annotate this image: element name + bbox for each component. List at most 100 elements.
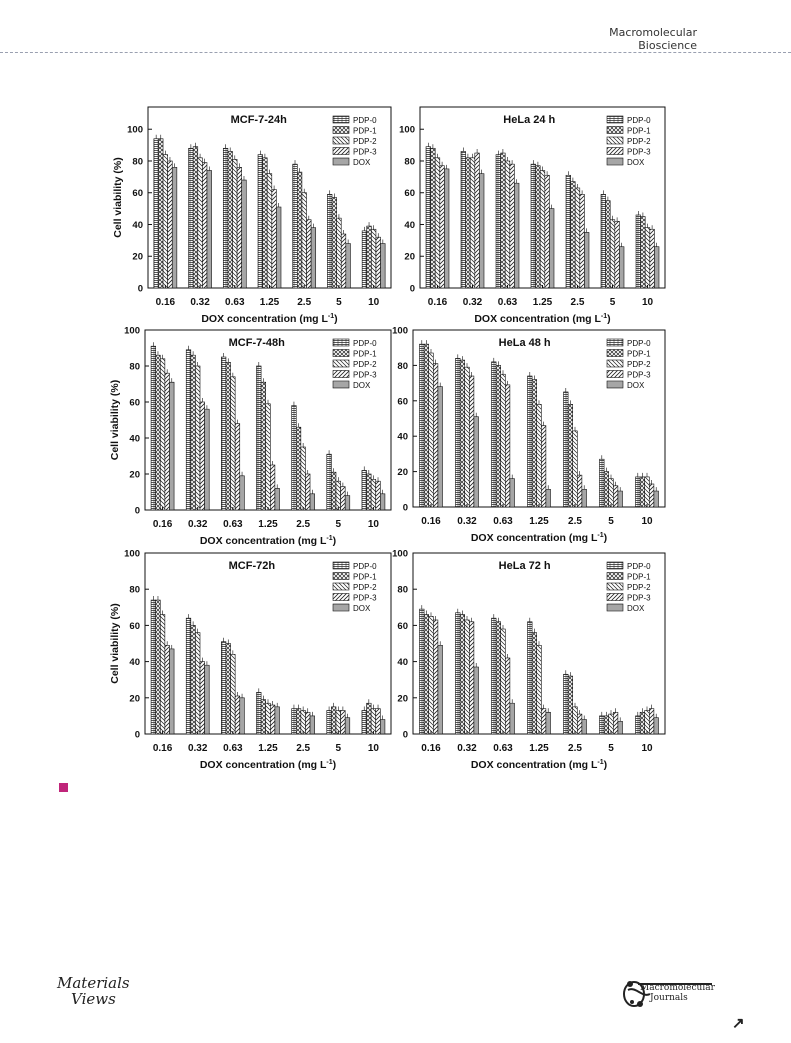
bar: [600, 194, 606, 289]
bar: [581, 719, 587, 735]
bar: [425, 146, 431, 289]
bar: [260, 381, 267, 511]
bar: [468, 375, 475, 508]
bar: [199, 661, 205, 735]
y-tick-label: 80: [397, 361, 408, 372]
legend-label: PDP-3: [627, 594, 651, 603]
bar: [536, 404, 542, 508]
bar: [236, 167, 242, 289]
y-tick-label: 0: [403, 503, 408, 514]
bar: [545, 488, 551, 508]
bar: [540, 425, 547, 508]
bar: [536, 645, 542, 735]
legend-swatch: [332, 147, 350, 155]
bar: [234, 423, 241, 511]
y-tick-label: 80: [404, 156, 415, 167]
x-tick-label: 2.5: [568, 743, 582, 754]
x-tick-label: 0.32: [190, 297, 210, 308]
x-axis-label: DOX concentration (mg L-1): [471, 532, 607, 544]
bar: [459, 614, 466, 735]
bar: [432, 363, 439, 508]
x-axis-label-close: ): [604, 532, 608, 544]
bar: [340, 486, 346, 511]
bar: [574, 187, 581, 289]
arrow-up-right-icon[interactable]: ↗: [732, 1015, 745, 1032]
x-tick-label: 1.25: [529, 516, 549, 527]
legend-swatch: [606, 126, 624, 134]
y-tick-label: 100: [392, 326, 408, 337]
x-tick-label: 10: [368, 297, 380, 308]
bar: [455, 358, 461, 508]
bar: [239, 475, 245, 511]
x-tick-label: 10: [368, 519, 380, 530]
journal-name-line1: Macromolecular: [609, 26, 697, 39]
bar: [340, 233, 347, 289]
legend-label: PDP-1: [627, 573, 651, 582]
legend-swatch: [606, 593, 624, 601]
bar: [159, 358, 166, 511]
x-tick-label: 0.16: [421, 743, 441, 754]
bar: [500, 373, 506, 508]
y-tick-label: 20: [404, 252, 415, 263]
legend-swatch: [332, 603, 350, 612]
x-tick-label: 10: [641, 516, 653, 527]
bar: [171, 167, 178, 289]
bar: [199, 401, 205, 511]
y-tick-label: 100: [124, 549, 140, 560]
bar: [648, 708, 655, 735]
bar: [567, 675, 573, 735]
x-tick-label: 10: [368, 743, 380, 754]
bar: [639, 711, 645, 735]
bar: [371, 228, 377, 289]
bar: [370, 479, 377, 511]
chart-title: MCF-7-24h: [231, 114, 288, 126]
y-tick-label: 80: [397, 585, 408, 596]
bar: [158, 138, 164, 289]
macromolecular-journals-logo: [623, 981, 712, 1007]
bar: [309, 715, 315, 735]
bar: [185, 617, 192, 735]
bar: [576, 474, 583, 508]
bar: [230, 654, 236, 735]
bar: [274, 706, 280, 735]
legend-swatch: [332, 136, 350, 145]
legend-swatch: [332, 157, 350, 166]
macromolecular-journals-text: Macromolecular Journals: [640, 983, 715, 1003]
x-tick-label: 0.32: [188, 743, 208, 754]
y-tick-label: 40: [397, 432, 408, 443]
bar: [531, 632, 537, 735]
bar: [565, 174, 571, 289]
bar: [644, 227, 651, 289]
bar: [648, 483, 655, 508]
y-tick-label: 0: [135, 730, 140, 741]
bar: [269, 704, 276, 735]
legend-label: PDP-0: [353, 562, 377, 571]
x-axis-label: DOX concentration (mg L-1): [200, 535, 336, 547]
bar: [380, 719, 386, 735]
legend-label: DOX: [627, 381, 645, 390]
y-tick-label: 60: [132, 188, 143, 199]
bar: [300, 710, 306, 735]
bar: [639, 476, 645, 508]
macromolecular-journals-line1: Macromolecular: [640, 983, 715, 993]
legend-swatch: [606, 115, 624, 124]
bar: [635, 476, 641, 508]
y-axis-label: Cell viability (%): [109, 380, 121, 461]
x-tick-label: 5: [336, 743, 342, 754]
bar: [640, 216, 646, 289]
legend-swatch: [332, 561, 350, 570]
bar: [599, 715, 605, 735]
bar: [366, 473, 372, 511]
legend-swatch: [606, 370, 624, 378]
y-tick-label: 20: [129, 693, 140, 704]
y-tick-label: 60: [129, 621, 140, 632]
bar: [419, 343, 425, 508]
bar: [473, 666, 479, 735]
bar: [305, 473, 311, 511]
bar: [221, 641, 227, 735]
x-tick-label: 5: [336, 297, 342, 308]
y-tick-label: 0: [403, 730, 408, 741]
bar: [239, 697, 245, 735]
legend-label: PDP-0: [627, 339, 651, 348]
bar: [162, 154, 168, 289]
